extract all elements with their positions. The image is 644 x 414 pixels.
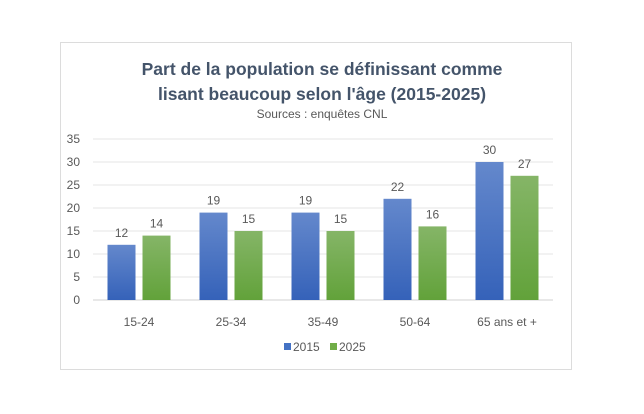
chart-title-line-2: lisant beaucoup selon l'âge (2015-2025): [158, 84, 486, 104]
data-label: 14: [150, 217, 164, 231]
y-tick-label: 30: [67, 155, 81, 169]
y-tick-label: 35: [67, 132, 81, 146]
bar-2015-65-ans-et-+: [475, 162, 504, 300]
bar-2025-65-ans-et-+: [510, 175, 539, 300]
chart-title-line-1: Part de la population se définissant com…: [142, 59, 503, 79]
data-label: 19: [207, 194, 221, 208]
y-tick-label: 0: [73, 293, 80, 307]
y-tick-label: 20: [67, 201, 81, 215]
bar-2015-15-24: [107, 244, 136, 300]
bar-2015-50-64: [383, 198, 412, 300]
x-tick-label: 50-64: [400, 315, 431, 329]
bar-2015-35-49: [291, 212, 320, 300]
y-tick-label: 5: [73, 270, 80, 284]
data-label: 27: [518, 157, 532, 171]
y-tick-label: 10: [67, 247, 81, 261]
legend-swatch-2015: [284, 343, 291, 350]
bar-2025-50-64: [418, 226, 447, 300]
data-label: 22: [391, 180, 405, 194]
x-tick-label: 35-49: [308, 315, 339, 329]
x-tick-label: 65 ans et +: [477, 315, 537, 329]
data-label: 12: [115, 226, 129, 240]
data-label: 16: [426, 207, 440, 221]
chart-subtitle: Sources : enquêtes CNL: [257, 107, 388, 121]
legend-swatch-2025: [330, 343, 337, 350]
data-label: 15: [242, 212, 256, 226]
bar-2025-25-34: [234, 231, 263, 300]
data-label: 30: [483, 143, 497, 157]
y-tick-label: 15: [67, 224, 81, 238]
bar-2025-35-49: [326, 231, 355, 300]
bar-2025-15-24: [142, 235, 171, 300]
x-tick-label: 25-34: [216, 315, 247, 329]
bar-2015-25-34: [199, 212, 228, 300]
data-label: 15: [334, 212, 348, 226]
y-tick-label: 25: [67, 178, 81, 192]
x-tick-label: 15-24: [124, 315, 155, 329]
data-label: 19: [299, 194, 313, 208]
legend-label-2015: 2015: [293, 340, 320, 354]
legend-label-2025: 2025: [339, 340, 366, 354]
